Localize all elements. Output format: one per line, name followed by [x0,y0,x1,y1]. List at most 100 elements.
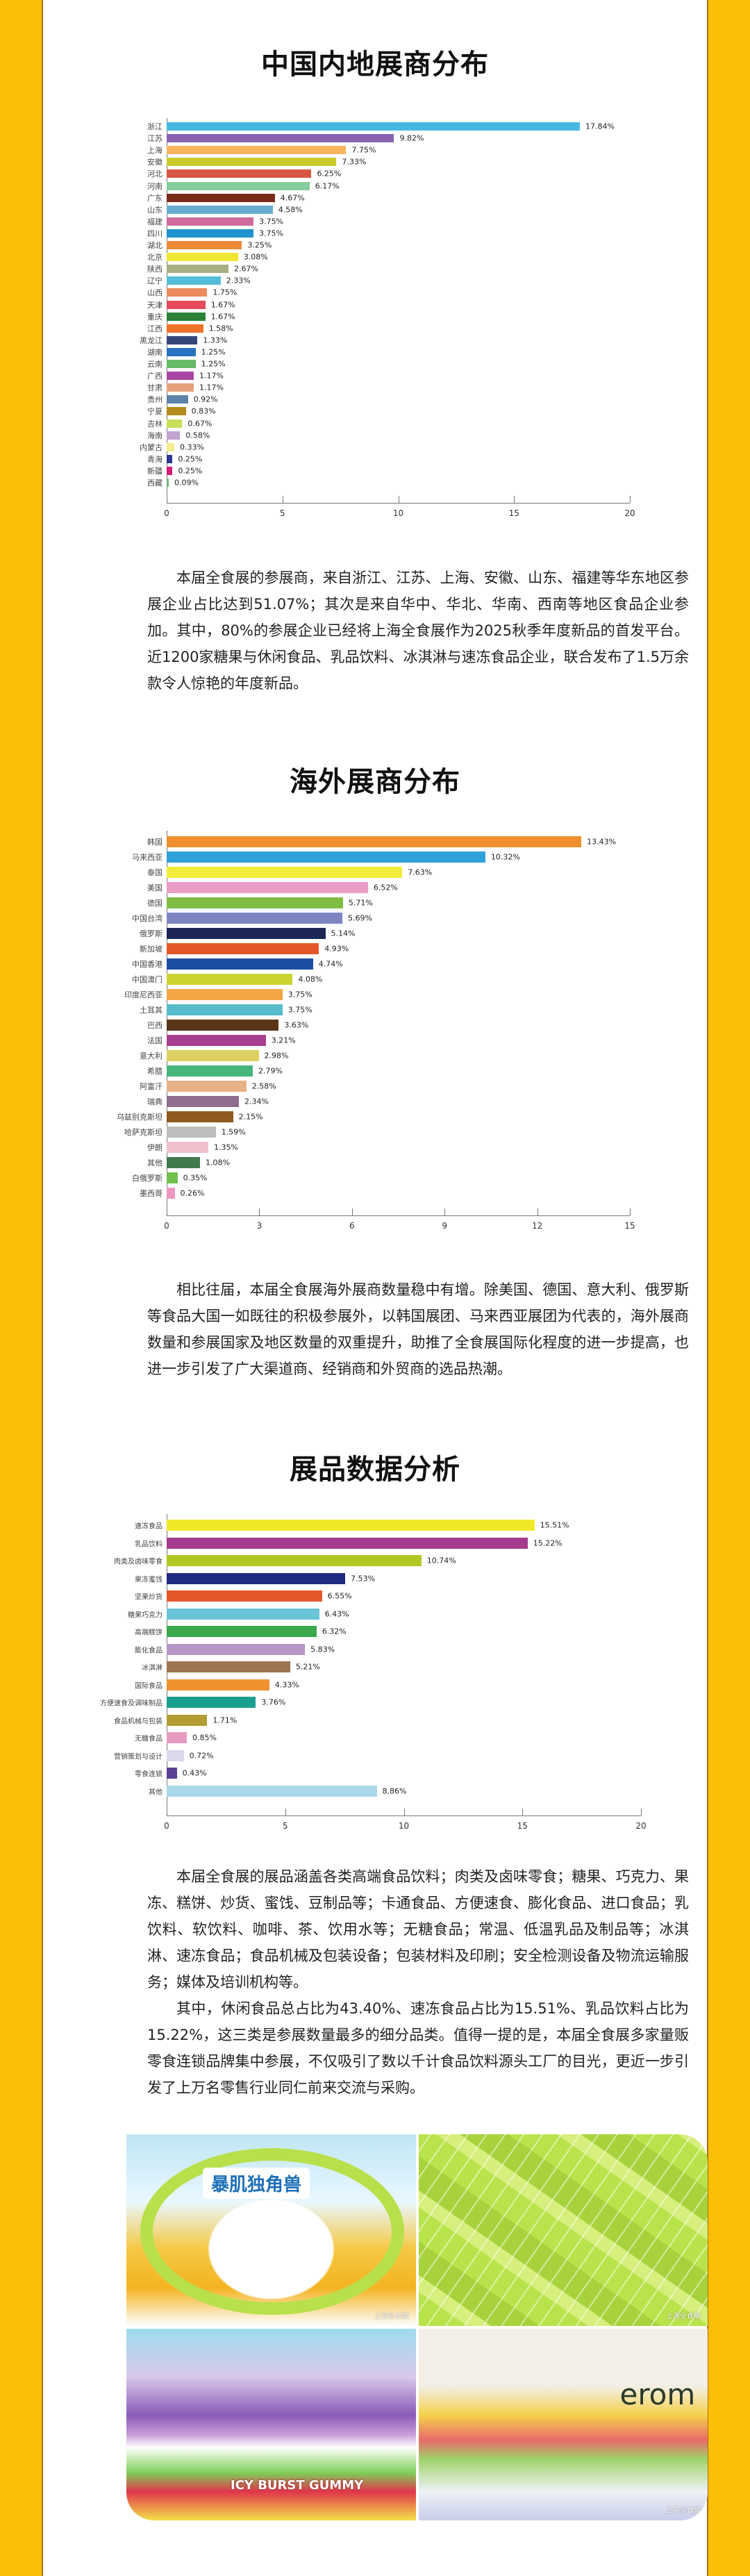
bar [167,1004,283,1015]
bar-category-label: 白俄罗斯 [132,1174,162,1183]
bar [167,407,186,416]
bar-row: 福建 3.75% [147,217,283,226]
bar-value-label: 6.17% [315,181,340,190]
bar-value-label: 3.75% [288,1005,312,1015]
bar [167,1679,269,1690]
x-axis-line [167,1815,641,1816]
bar-category-label: 乳品饮料 [135,1540,162,1548]
bar-value-label: 1.35% [214,1142,238,1152]
bar-value-label: 1.67% [210,312,235,322]
overseas-title: 海外展商分布 [290,766,460,798]
bar-category-label: 无糖食品 [135,1735,162,1743]
bar-value-label: 0.67% [188,419,212,428]
photo-caption: 上海全食展 [374,2313,409,2320]
bar [167,360,196,368]
bar-category-label: 高端糕饼 [135,1629,162,1637]
bar-row: 宁夏 0.83% [147,407,216,417]
bar-row: 内蒙古 0.33% [140,442,204,452]
bar [167,1188,175,1199]
x-axis-tick-label: 9 [442,1221,448,1231]
bar-row: 肉类及卤味零食 10.74% [114,1555,456,1566]
bar-category-label: 俄罗斯 [140,929,162,938]
bar-row: 海南 0.58% [147,431,210,440]
bar-value-label: 5.69% [348,913,372,923]
bar [167,454,173,463]
bar-category-label: 云南 [147,360,162,369]
bar-category-label: 四川 [147,228,162,238]
x-axis-tick [444,1208,446,1215]
bar-value-label: 7.33% [342,157,367,167]
bar [167,205,273,214]
bar-category-label: 肉类及卤味零食 [114,1558,162,1566]
bar-row: 其他 1.08% [147,1157,230,1168]
bar-row: 西藏 0.09% [147,479,199,488]
bar [167,1537,528,1549]
bar-row: 印度尼西亚 3.75% [124,989,312,1000]
x-axis-tick-label: 15 [508,508,519,519]
bar-value-label: 7.53% [351,1574,376,1583]
bar-row: 中国澳门 4.08% [132,974,322,985]
bar [167,1172,178,1183]
bar-row: 哈萨克斯坦 1.59% [124,1127,246,1138]
bar-row: 冰淇淋 5.21% [142,1661,320,1672]
bar [167,958,313,970]
bar-category-label: 泰国 [147,868,162,877]
bar [167,1157,201,1168]
bar-value-label: 8.86% [382,1786,407,1795]
bar [167,181,310,190]
bar-value-label: 15.51% [540,1520,569,1530]
bar [167,851,485,863]
products-paragraph-2: 其中，休闲食品总占比为43.40%、速冻食品占比为15.51%、乳品饮料占比为1… [147,2000,689,2096]
bar-row: 广西 1.17% [147,372,224,381]
bar-value-label: 2.34% [244,1097,269,1106]
bar-category-label: 其他 [149,1788,162,1796]
bar-category-label: 希腊 [147,1067,162,1076]
bar [167,1608,319,1620]
bar-category-label: 巴西 [147,1021,162,1030]
bar-row: 吉林 0.67% [147,419,212,429]
bar [167,1111,233,1122]
bar-category-label: 江苏 [147,134,162,144]
bar [167,276,221,285]
bar [167,372,194,381]
bar-category-label: 新疆 [147,466,162,476]
bar-row: 马来西亚 10.32% [132,851,520,863]
bar-value-label: 4.33% [274,1680,299,1689]
bar-category-label: 甘肃 [147,383,162,393]
x-axis-tick [351,1208,353,1215]
bar [167,217,254,226]
bar-category-label: 新加坡 [140,945,162,954]
bar-value-label: 6.55% [327,1591,352,1601]
bar-category-label: 方便速食及调味制品 [100,1700,162,1708]
photo-snack-booth: 暴肌独角兽 上海全食展 [126,2134,416,2326]
bar-value-label: 5.83% [310,1645,335,1654]
bar [167,1697,256,1708]
photo-drinks-shelf: erom 上海全食展 [418,2329,708,2520]
bar-row: 高端糕饼 6.32% [135,1626,347,1637]
bar-row: 俄罗斯 5.14% [140,928,356,939]
bar-category-label: 膨化食品 [135,1647,162,1654]
product-category-chart: 速冻食品 15.51% 乳品饮料 15.22% 肉类及卤味零食 10.74% 果冻蜜饯 7.5… [100,1514,647,1831]
bar-value-label: 6.43% [324,1609,349,1618]
bar-value-label: 2.79% [258,1066,283,1076]
bar-category-label: 重庆 [147,312,162,322]
bar-value-label: 3.76% [261,1697,286,1707]
bar-row: 江苏 9.82% [147,134,424,144]
mainland-paragraph: 本届全食展的参展商，来自浙江、江苏、上海、安徽、山东、福建等华东地区参展企业占比… [147,570,689,692]
bar-row: 瑞典 2.34% [147,1096,269,1107]
bar [167,395,188,404]
bar-value-label: 2.58% [251,1081,276,1091]
bar-value-label: 1.17% [199,383,224,392]
bar-value-label: 3.75% [288,990,312,999]
bar [167,383,194,392]
gummy-brand: ICY BURST GUMMY [231,2478,364,2493]
exhibition-photo-collage: 暴肌独角兽 上海全食展 上海全食展 ICY BURST GUMMY erom 上… [126,2134,708,2520]
bar-row: 天津 1.67% [147,300,235,310]
products-paragraph-1: 本届全食展的展品涵盖各类高端食品饮料；肉类及卤味零食；糖果、巧克力、果冻、糕饼、… [147,1868,689,1991]
bar-value-label: 5.14% [331,929,356,938]
x-axis-tick [630,496,631,504]
x-axis-tick-label: 0 [164,508,169,519]
bar-category-label: 陕西 [147,265,162,274]
bar-row: 贵州 0.92% [147,395,218,405]
bar-category-label: 冰淇淋 [142,1664,162,1672]
